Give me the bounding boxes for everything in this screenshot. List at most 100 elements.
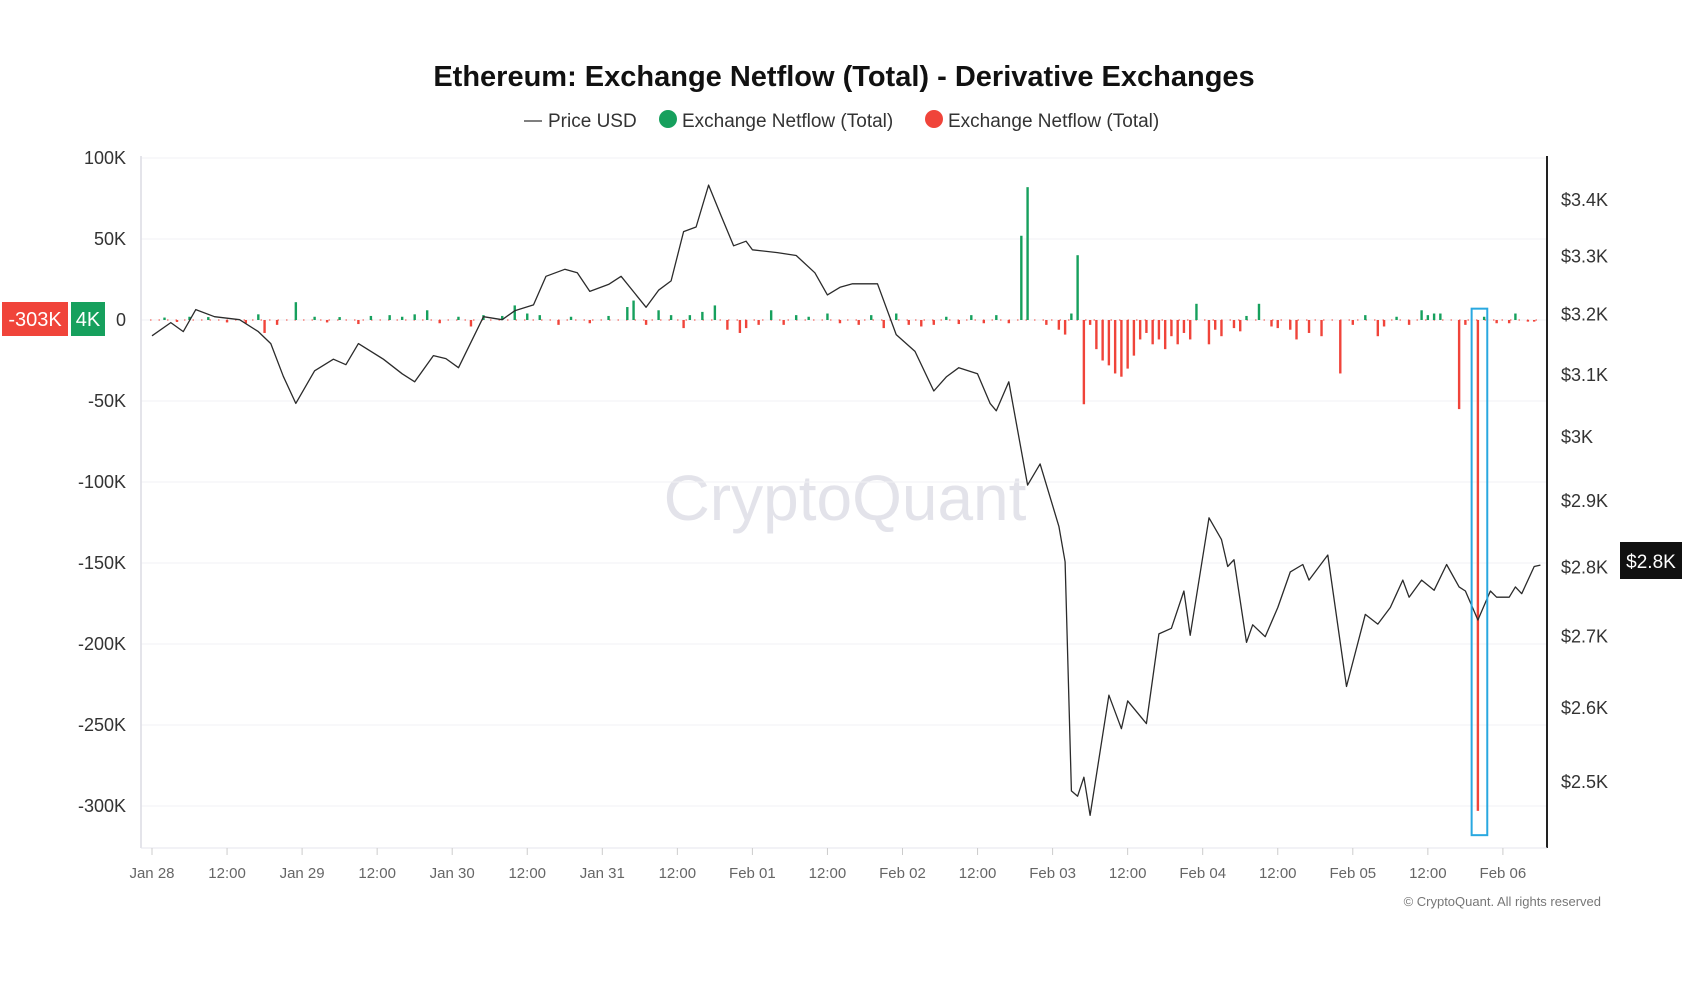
netflow-bar: [1120, 320, 1123, 377]
legend-positive-label[interactable]: Exchange Netflow (Total): [682, 111, 893, 132]
netflow-bar: [607, 315, 610, 320]
netflow-bar: [263, 320, 266, 333]
netflow-bar: [1307, 320, 1311, 333]
netflow-bar: [1295, 320, 1298, 340]
x-tick-label: Feb 03: [1029, 865, 1076, 882]
grid: [141, 157, 1547, 807]
netflow-bar: [1095, 320, 1098, 350]
overlay: -303K 4K $2.8K: [2, 302, 1682, 837]
axes: 100K 50K 0 -50K -100K -150K -200K -250K -300K $3.…: [78, 148, 1608, 882]
y-right-tick-label: $3K: [1561, 427, 1593, 447]
netflow-bar: [369, 315, 373, 320]
netflow-bar: [669, 315, 673, 320]
legend-price-label[interactable]: Price USD: [548, 111, 637, 132]
netflow-bar: [1214, 320, 1217, 330]
y-right-tick-label: $2.9K: [1561, 491, 1608, 511]
netflow-bar: [1188, 320, 1192, 340]
netflow-bar: [1532, 320, 1536, 322]
netflow-bar: [932, 320, 935, 325]
netflow-bar: [1107, 320, 1111, 366]
netflow-bar: [163, 317, 166, 320]
netflow-bar: [769, 310, 773, 320]
netflow-bar: [757, 320, 760, 325]
x-tick-label: 12:00: [659, 865, 697, 882]
netflow-bar: [1514, 313, 1517, 320]
y-right-tick-label: $2.7K: [1561, 626, 1608, 646]
netflow-bar: [1476, 320, 1480, 811]
current-price-label: [1620, 542, 1682, 579]
x-tick-label: Feb 06: [1480, 865, 1527, 882]
netflow-bar: [688, 315, 692, 320]
x-tick-label: 12:00: [1109, 865, 1147, 882]
netflow-bar: [1320, 320, 1323, 337]
netflow-bar: [1245, 315, 1248, 320]
x-tick-label: Jan 29: [280, 865, 325, 882]
netflow-bar: [1439, 313, 1442, 320]
current-price-label-text: $2.8K: [1626, 552, 1676, 573]
netflow-bar: [1101, 320, 1104, 361]
legend-negative-dot: [925, 110, 943, 128]
netflow-bar: [357, 320, 360, 325]
netflow-bar: [438, 320, 441, 324]
netflow-bar: [1257, 303, 1261, 320]
netflow-bar: [1088, 320, 1092, 325]
highlight-box: [1470, 307, 1489, 837]
y-left-tick-label: 0: [116, 310, 126, 330]
netflow-bar: [782, 320, 785, 325]
netflow-bar: [870, 315, 873, 320]
netflow-bar: [1339, 320, 1342, 374]
x-tick-label: 12:00: [1259, 865, 1297, 882]
netflow-bar: [1020, 235, 1023, 320]
netflow-bar: [513, 305, 516, 320]
netflow-bar: [644, 320, 648, 325]
netflow-bar: [838, 320, 842, 324]
netflow-bar: [995, 315, 998, 320]
netflow-bar: [1182, 320, 1186, 333]
y-right-tick-label: $2.6K: [1561, 698, 1608, 718]
netflow-bar: [1276, 320, 1279, 329]
netflow-bar: [1364, 315, 1367, 320]
netflow-bar: [501, 315, 504, 320]
netflow-bar: [188, 316, 191, 320]
netflow-bar: [1420, 310, 1423, 320]
netflow-bar: [175, 320, 179, 322]
netflow-bar: [338, 317, 341, 320]
netflow-bar: [244, 320, 248, 324]
netflow-bar: [970, 315, 973, 320]
netflow-bar: [275, 320, 279, 325]
netflow-bar: [1176, 320, 1179, 345]
y-right-tick-label: $3.4K: [1561, 190, 1608, 210]
netflow-bar: [826, 313, 829, 320]
netflow-bar: [1351, 320, 1354, 325]
netflow-bar: [1132, 320, 1136, 356]
x-tick-label: 12:00: [208, 865, 246, 882]
netflow-bar: [225, 320, 229, 323]
netflow-bar: [588, 320, 591, 324]
x-tick-label: 12:00: [809, 865, 847, 882]
netflow-bar: [400, 316, 404, 320]
netflow-bar: [1207, 320, 1211, 345]
x-tick-label: Feb 05: [1329, 865, 1376, 882]
y-left-tick-label: -250K: [78, 715, 126, 735]
netflow-bar: [1495, 320, 1498, 324]
netflow-bar: [1376, 320, 1380, 337]
netflow-bar: [726, 320, 729, 330]
y-left-tick-label: 50K: [94, 229, 126, 249]
netflow-bar: [1151, 320, 1154, 345]
netflow-bar: [1407, 320, 1411, 325]
netflow-bar: [1507, 320, 1511, 324]
y-left-tick-label: -300K: [78, 796, 126, 816]
netflow-bar: [1113, 320, 1117, 374]
netflow-bar: [1289, 320, 1292, 330]
netflow-bar: [857, 320, 860, 325]
y-right-tick-label: $3.1K: [1561, 365, 1608, 385]
netflow-bar: [794, 315, 798, 320]
price-line: [151, 184, 1541, 817]
legend-negative-label[interactable]: Exchange Netflow (Total): [948, 111, 1159, 132]
x-tick-label: Jan 31: [580, 865, 625, 882]
netflow-bar: [744, 320, 748, 329]
netflow-bar: [1220, 320, 1223, 337]
netflow-bar: [1045, 320, 1048, 325]
netflow-bar: [1395, 316, 1398, 320]
netflow-bar: [1145, 320, 1148, 333]
